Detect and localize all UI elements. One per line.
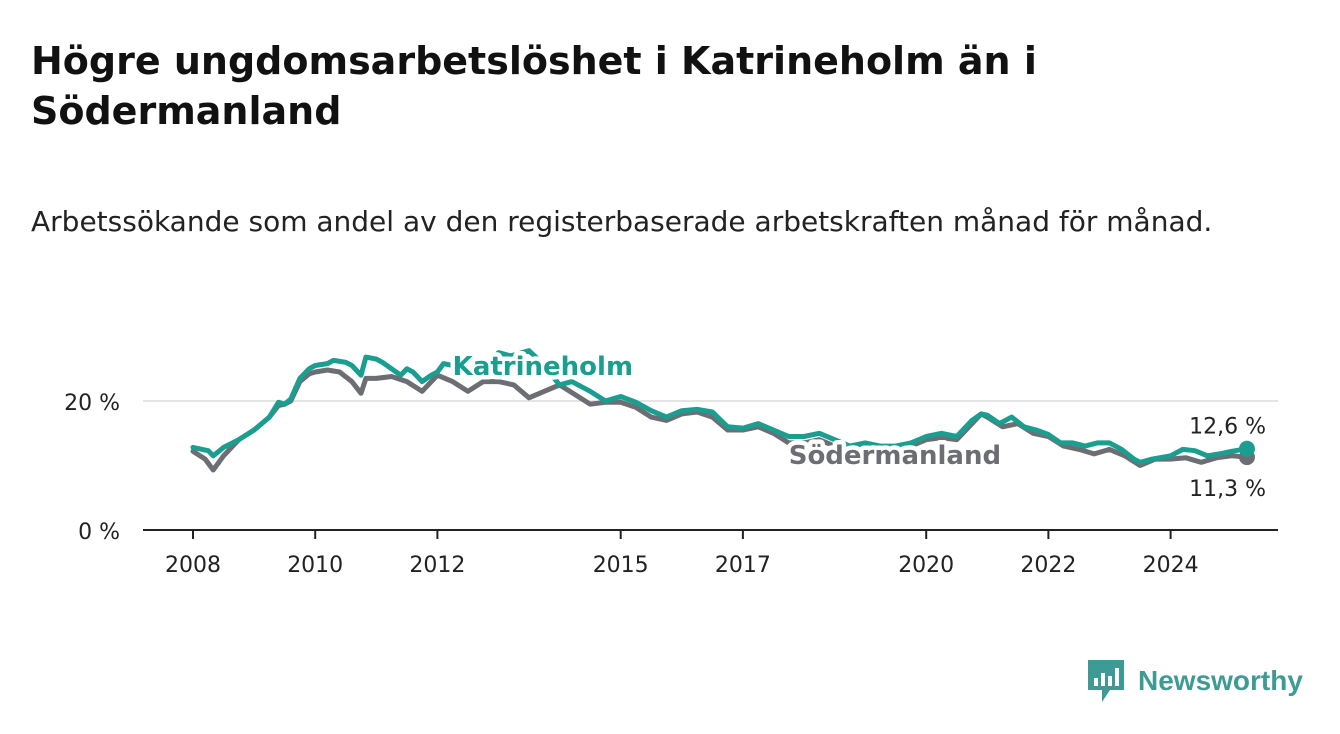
series-label-halo-katrineholm: Katrineholm <box>453 352 633 382</box>
y-tick-label: 20 % <box>64 391 120 416</box>
end-value-label-katrineholm: 12,6 % <box>1189 415 1266 440</box>
x-tick-label: 2017 <box>715 553 771 578</box>
bar-chart-logo-icon <box>1088 660 1124 702</box>
x-tick-label: 2010 <box>287 553 343 578</box>
chart-title: Högre ungdomsarbetslöshet i Katrineholm … <box>31 39 1037 133</box>
x-tick-label: 2012 <box>409 553 465 578</box>
series-line-katrineholm <box>190 348 1250 465</box>
series-lines <box>190 348 1255 473</box>
series-label-sodermanland: Södermanland <box>789 441 1001 471</box>
x-tick-label: 2008 <box>165 553 221 578</box>
series-label-katrineholm: Katrineholm <box>453 352 633 382</box>
chart-subtitle: Arbetssökande som andel av den registerb… <box>31 205 1213 238</box>
end-value-label-sodermanland: 11,3 % <box>1189 477 1266 502</box>
x-tick-label: 2015 <box>593 553 649 578</box>
gridlines: 0 % 20 % <box>64 391 1278 545</box>
series-label-halo-sodermanland: Södermanland <box>789 441 1001 471</box>
x-axis: 2008 2010 2012 2015 2017 2020 2022 2024 <box>143 529 1278 578</box>
newsworthy-logo-text: Newsworthy <box>1138 665 1303 696</box>
x-tick-label: 2024 <box>1143 553 1199 578</box>
series-labels: KatrineholmKatrineholmSödermanlandSöderm… <box>448 348 1266 502</box>
series-end-point-katrineholm <box>1238 440 1255 457</box>
y-tick-label: 0 % <box>78 520 120 545</box>
x-tick-label: 2020 <box>898 553 954 578</box>
x-tick-label: 2022 <box>1020 553 1076 578</box>
newsworthy-logo: Newsworthy <box>1088 660 1303 702</box>
